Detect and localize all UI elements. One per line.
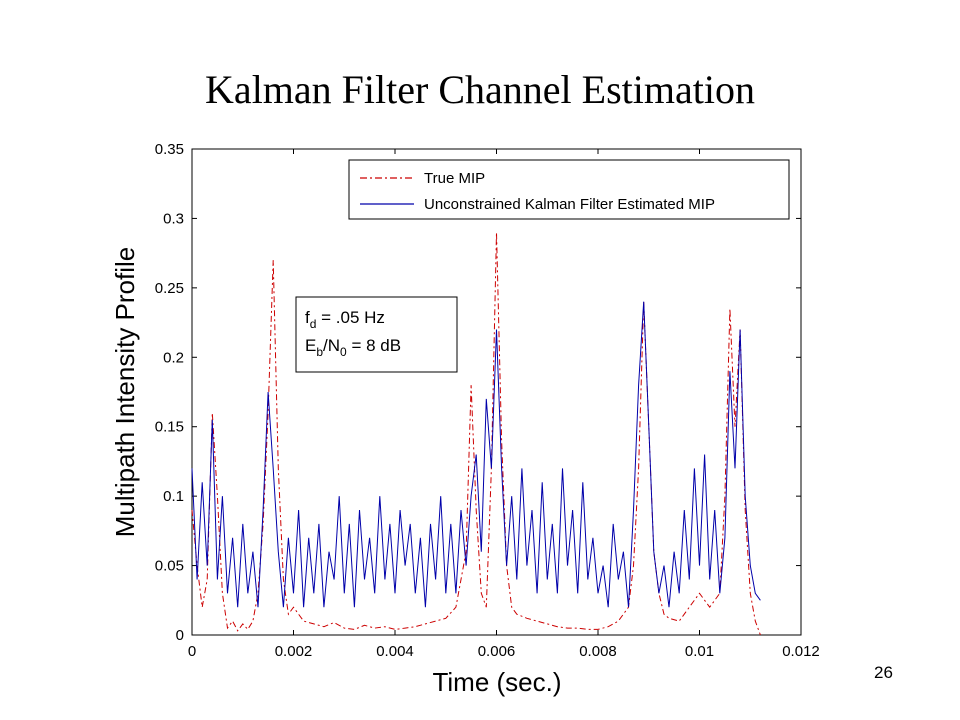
x-tick-label: 0.01 bbox=[685, 643, 714, 660]
x-axis-ticks: 0 0.002 0.004 0.006 0.008 0.01 0.012 bbox=[188, 149, 820, 660]
y-tick-label: 0.35 bbox=[155, 141, 184, 158]
annotation-box: fd = .05 Hz Eb/N0 = 8 dB bbox=[295, 296, 458, 373]
y-tick-label: 0.2 bbox=[163, 349, 184, 366]
annotation-frame bbox=[295, 296, 458, 373]
x-tick-label: 0.002 bbox=[275, 643, 313, 660]
y-axis-ticks: 0 0.05 0.1 0.15 0.2 0.25 0.3 0.35 bbox=[155, 141, 801, 644]
y-tick-label: 0.1 bbox=[163, 488, 184, 505]
page-number: 26 bbox=[874, 663, 893, 682]
x-tick-label: 0.008 bbox=[579, 643, 617, 660]
x-axis-label: Time (sec.) bbox=[432, 667, 561, 697]
x-tick-label: 0.006 bbox=[478, 643, 516, 660]
y-tick-label: 0.3 bbox=[163, 210, 184, 227]
y-axis-label: Multipath Intensity Profile bbox=[110, 247, 140, 537]
y-tick-label: 0.05 bbox=[155, 558, 184, 575]
x-tick-label: 0.004 bbox=[376, 643, 414, 660]
y-tick-label: 0.15 bbox=[155, 419, 184, 436]
slide-title: Kalman Filter Channel Estimation bbox=[205, 67, 755, 112]
legend-entry-kalman: Unconstrained Kalman Filter Estimated MI… bbox=[424, 196, 715, 213]
legend-entry-true-mip: True MIP bbox=[424, 170, 485, 187]
annotation-doppler: fd = .05 Hz bbox=[305, 308, 385, 331]
x-tick-label: 0 bbox=[188, 643, 196, 660]
y-tick-label: 0.25 bbox=[155, 280, 184, 297]
y-tick-label: 0 bbox=[176, 627, 184, 644]
plot-area bbox=[191, 148, 802, 636]
legend-box bbox=[348, 159, 790, 220]
annotation-snr: Eb/N0 = 8 dB bbox=[305, 336, 401, 359]
series-kalman-estimate-line bbox=[191, 301, 761, 608]
x-tick-label: 0.012 bbox=[782, 643, 820, 660]
series-layer bbox=[191, 232, 761, 636]
legend: True MIP Unconstrained Kalman Filter Est… bbox=[348, 159, 790, 220]
